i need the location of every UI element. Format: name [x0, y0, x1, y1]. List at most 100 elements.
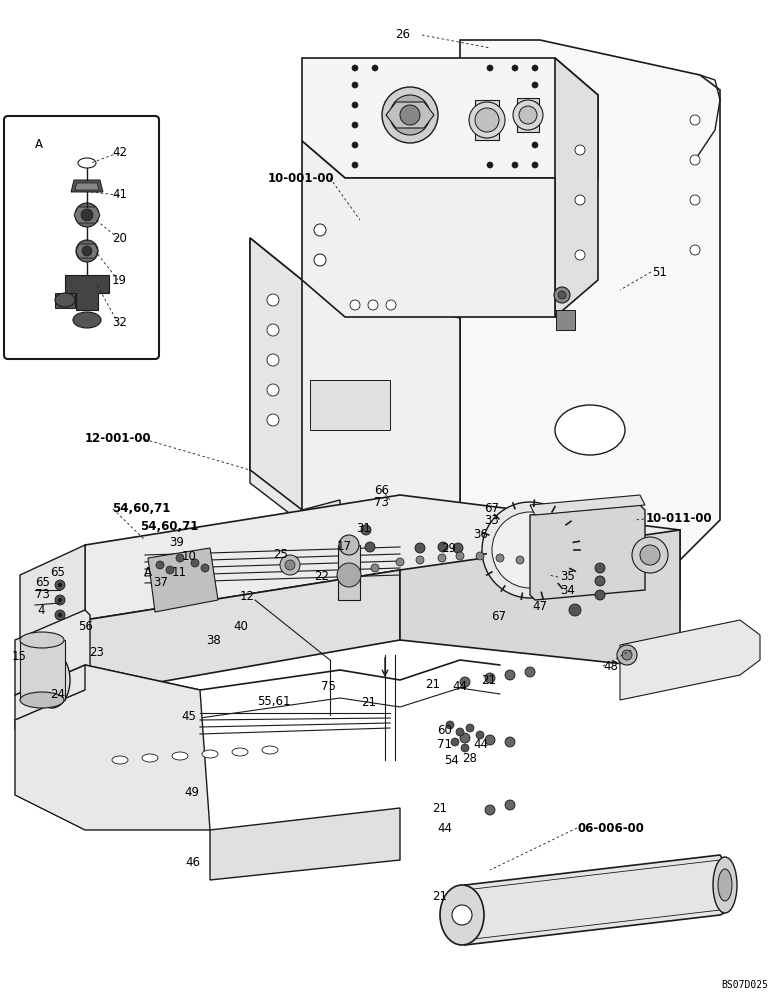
Circle shape [516, 556, 524, 564]
Circle shape [390, 95, 430, 135]
Circle shape [280, 555, 300, 575]
Text: 67: 67 [484, 502, 499, 516]
Ellipse shape [142, 754, 158, 762]
Text: 55,61: 55,61 [257, 696, 290, 708]
Text: 4: 4 [37, 603, 44, 616]
Polygon shape [76, 244, 98, 258]
Text: 36: 36 [473, 528, 488, 540]
Text: 23: 23 [89, 646, 104, 658]
Text: A: A [35, 138, 43, 151]
Circle shape [58, 613, 62, 617]
Circle shape [575, 195, 585, 205]
Bar [475, 100, 499, 140]
Circle shape [469, 102, 505, 138]
Text: 15: 15 [12, 650, 27, 664]
Circle shape [476, 731, 484, 739]
Circle shape [415, 543, 425, 553]
Circle shape [487, 162, 493, 168]
Circle shape [76, 240, 98, 262]
Text: 56: 56 [78, 619, 93, 633]
Text: 06-006-00: 06-006-00 [577, 822, 644, 834]
Circle shape [166, 566, 174, 574]
Circle shape [82, 246, 92, 256]
Circle shape [267, 354, 279, 366]
Circle shape [352, 142, 358, 148]
Circle shape [532, 162, 538, 168]
Circle shape [267, 324, 279, 336]
Circle shape [156, 561, 164, 569]
Ellipse shape [555, 405, 625, 455]
Polygon shape [65, 275, 109, 310]
Polygon shape [620, 620, 760, 700]
Circle shape [314, 224, 326, 236]
Text: 10-011-00: 10-011-00 [646, 512, 712, 526]
Circle shape [460, 733, 470, 743]
Circle shape [595, 590, 605, 600]
Polygon shape [400, 530, 680, 670]
Circle shape [690, 245, 700, 255]
Circle shape [525, 667, 535, 677]
Text: 19: 19 [112, 273, 127, 286]
Circle shape [55, 595, 65, 605]
Text: 46: 46 [185, 856, 200, 868]
Text: 44: 44 [437, 822, 452, 834]
Ellipse shape [34, 652, 70, 708]
Circle shape [575, 250, 585, 260]
Text: 75: 75 [321, 680, 336, 694]
Polygon shape [55, 293, 75, 308]
Circle shape [201, 564, 209, 572]
Text: 11: 11 [172, 566, 187, 578]
Ellipse shape [20, 632, 64, 648]
Text: 73: 73 [35, 588, 50, 601]
Text: A: A [144, 566, 152, 578]
Text: 67: 67 [491, 610, 506, 624]
Circle shape [55, 610, 65, 620]
Polygon shape [15, 610, 90, 730]
Polygon shape [465, 855, 730, 945]
Text: 17: 17 [337, 540, 352, 554]
Circle shape [690, 195, 700, 205]
Text: 51: 51 [652, 265, 667, 278]
Text: 45: 45 [181, 710, 196, 724]
Circle shape [505, 737, 515, 747]
Polygon shape [20, 545, 85, 650]
Circle shape [496, 554, 504, 562]
Polygon shape [530, 495, 645, 515]
Text: 73: 73 [374, 495, 389, 508]
Circle shape [476, 552, 484, 560]
Circle shape [456, 552, 464, 560]
Text: 25: 25 [273, 548, 288, 560]
Circle shape [456, 728, 464, 736]
Circle shape [485, 805, 495, 815]
Circle shape [622, 650, 632, 660]
Circle shape [285, 560, 295, 570]
Polygon shape [250, 470, 340, 523]
Circle shape [365, 542, 375, 552]
Circle shape [485, 735, 495, 745]
Circle shape [372, 65, 378, 71]
Text: 12-001-00: 12-001-00 [85, 432, 151, 444]
Circle shape [554, 287, 570, 303]
Polygon shape [75, 183, 99, 190]
Polygon shape [556, 310, 575, 330]
Circle shape [512, 162, 518, 168]
Bar [310, 380, 390, 430]
Text: 32: 32 [112, 316, 126, 330]
Circle shape [690, 155, 700, 165]
Circle shape [505, 800, 515, 810]
Circle shape [532, 82, 538, 88]
Polygon shape [20, 620, 85, 720]
Text: 49: 49 [184, 786, 199, 798]
Circle shape [352, 65, 358, 71]
Circle shape [532, 65, 538, 71]
Circle shape [452, 905, 472, 925]
Circle shape [446, 721, 454, 729]
Circle shape [352, 102, 358, 108]
Text: 40: 40 [233, 620, 248, 634]
Circle shape [416, 556, 424, 564]
Ellipse shape [440, 885, 484, 945]
Text: 10-001-00: 10-001-00 [268, 172, 334, 184]
Circle shape [569, 604, 581, 616]
Ellipse shape [172, 752, 188, 760]
Circle shape [314, 254, 326, 266]
